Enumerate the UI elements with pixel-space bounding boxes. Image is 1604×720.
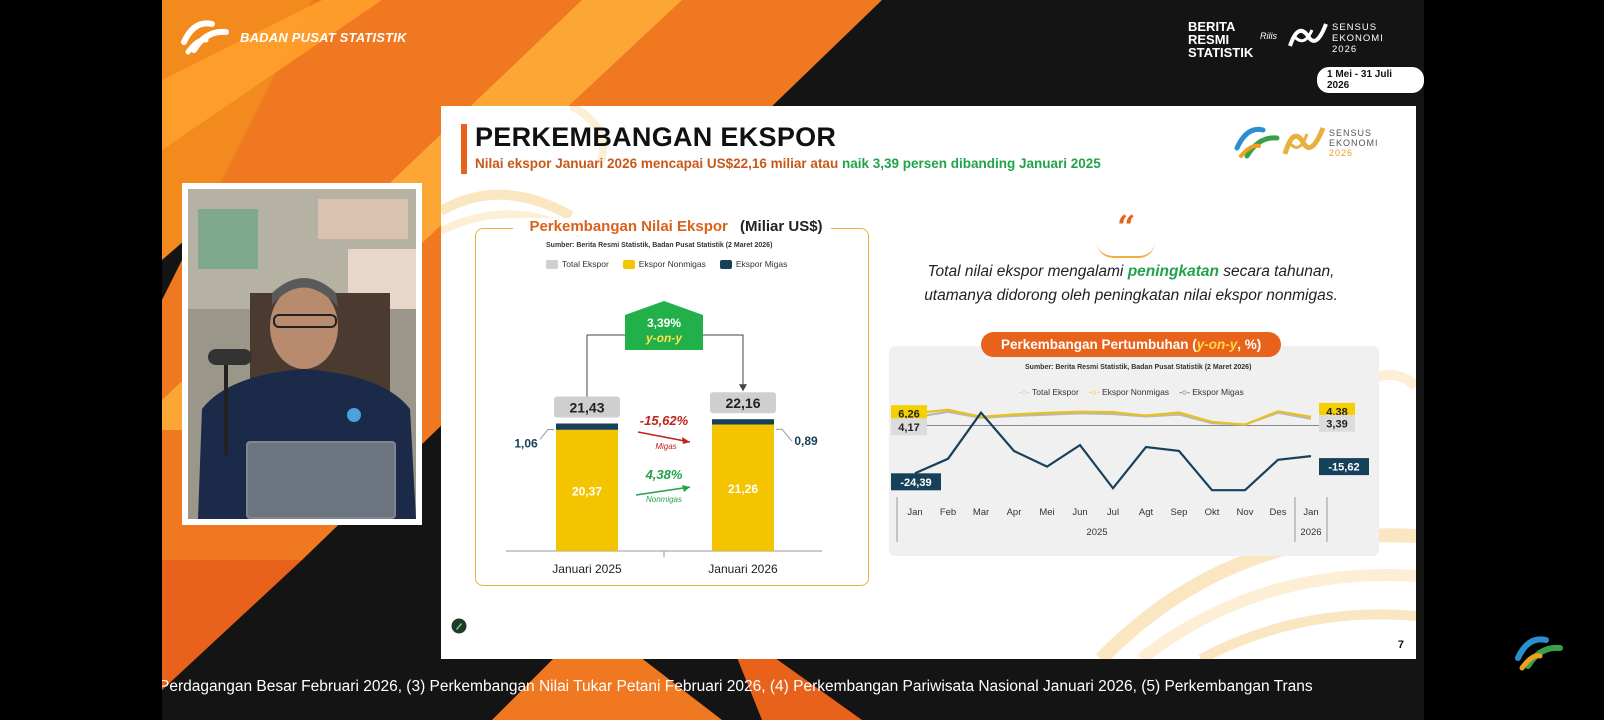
point-label-box	[1319, 414, 1355, 432]
series-line	[914, 408, 1312, 426]
yoy-value: 3,39%	[647, 316, 681, 330]
export-value-title: Perkembangan Nilai Ekspor (Miliar US$)	[476, 218, 868, 236]
census-date-badge: 1 Mei - 31 Juli 2026	[1317, 67, 1424, 93]
brs-logo: BERITA RESMI STATISTIK Rilis	[1188, 19, 1277, 60]
label-total: 21,43	[569, 399, 604, 415]
bar-legend: Total Ekspor Ekspor Nonmigas Ekspor Miga…	[546, 259, 787, 270]
presentation-slide: PERKEMBANGAN EKSPOR Nilai ekspor Januari…	[441, 106, 1416, 659]
point-label: 3,39	[1326, 418, 1347, 430]
yoy-label: y-on-y	[645, 331, 683, 345]
nonmigas-arrow	[635, 486, 691, 496]
ticker-text: Perdagangan Besar Februari 2026, (3) Per…	[162, 678, 1313, 695]
point-label: 4,17	[898, 422, 919, 434]
yoy-badge	[625, 301, 703, 350]
x-tick-label: Jan	[907, 507, 922, 518]
legend-nonmigas: -○- Ekspor Nonmigas	[1088, 387, 1170, 397]
label-total: 22,16	[725, 395, 760, 411]
x-tick-label: Jun	[1072, 507, 1087, 518]
page-number: 7	[1397, 639, 1404, 651]
org-name: BADAN PUSAT STATISTIK	[240, 30, 407, 45]
point-label-box	[1319, 458, 1369, 476]
nonmigas-change: 4,38%	[645, 467, 683, 482]
label-nonmigas: 20,37	[572, 484, 602, 498]
growth-title: Perkembangan Pertumbuhan (y-on-y, %)	[981, 332, 1282, 357]
nonmigas-arrow-head	[682, 485, 690, 492]
export-value-panel: Perkembangan Nilai Ekspor (Miliar US$) S…	[475, 218, 869, 586]
presenter-camera	[182, 183, 422, 525]
bar-migas	[712, 419, 774, 425]
bps-watermark-icon	[1515, 636, 1563, 671]
line-legend: -○- Total Ekspor -○- Ekspor Nonmigas -○-…	[1019, 387, 1244, 397]
migas-arrow	[637, 431, 691, 443]
x-tick-label: Januari 2025	[552, 562, 622, 576]
nonmigas-label: Nonmigas	[646, 495, 682, 504]
x-tick-label: Sep	[1171, 507, 1188, 518]
slide-subtitle: Nilai ekspor Januari 2026 mencapai US$22…	[475, 156, 1101, 171]
year-label: 2026	[1300, 527, 1321, 538]
migas-change: -15,62%	[640, 413, 689, 428]
year-label: 2025	[1086, 527, 1107, 538]
leader-line	[776, 428, 793, 442]
bar-migas	[556, 423, 618, 430]
growth-panel: Jan Feb Mar Apr Mei Jun Jul Agt Sep Okt Nov Des Jan 2…	[889, 332, 1379, 556]
x-tick-label: Agt	[1139, 507, 1154, 518]
bps-logo-icon	[1234, 126, 1280, 159]
slide-title: PERKEMBANGAN EKSPOR	[475, 122, 837, 152]
leader-line	[539, 428, 554, 440]
x-tick-label: Mar	[973, 507, 989, 518]
source-note: Sumber: Berita Resmi Statistik, Badan Pu…	[546, 242, 773, 249]
point-label: 6,26	[898, 409, 919, 421]
label-migas: 1,06	[514, 436, 538, 450]
news-ticker: Perdagangan Besar Februari 2026, (3) Per…	[162, 672, 1424, 720]
title-accent-bar	[461, 124, 467, 174]
sensus-ekonomi-logo-icon	[1282, 127, 1326, 155]
presenter-video	[188, 189, 416, 519]
bar-nonmigas	[556, 429, 618, 551]
point-label-box	[891, 418, 927, 436]
source-note: Sumber: Berita Resmi Statistik, Badan Pu…	[1025, 364, 1252, 371]
sensus-ekonomi-logo-icon	[1288, 23, 1328, 47]
export-value-chart: 20,37 21,43 Januari 2025 21,26 22,16 Januari …	[506, 301, 822, 576]
edit-icon[interactable]	[451, 618, 467, 634]
growth-chart: Jan Feb Mar Apr Mei Jun Jul Agt Sep Okt Nov Des Jan 2…	[891, 402, 1369, 542]
x-tick-label: Nov	[1237, 507, 1254, 518]
quote-text: Total nilai ekspor mengalami peningkatan…	[924, 263, 1338, 304]
legend-nonmigas: Ekspor Nonmigas	[622, 259, 706, 270]
total-badge	[554, 396, 620, 418]
legend-migas: Ekspor Migas	[719, 259, 787, 270]
migas-arrow-head	[682, 437, 690, 444]
point-label-box	[891, 473, 941, 491]
x-tick-label: Mei	[1039, 507, 1054, 518]
point-label-box	[891, 405, 927, 423]
legend-total: -○- Total Ekspor	[1019, 387, 1079, 397]
video-stage: BADAN PUSAT STATISTIK BERITA RESMI STATI…	[162, 0, 1424, 720]
quote-icon: “	[1117, 208, 1136, 246]
migas-label: Migas	[655, 442, 676, 451]
series-line	[914, 410, 1312, 492]
bps-logo-icon	[181, 20, 229, 55]
legend-migas: -○- Ekspor Migas	[1179, 387, 1244, 397]
sensus-ekonomi-label: SENSUS EKONOMI 2026	[1329, 128, 1379, 158]
legend-total: Total Ekspor	[546, 259, 609, 270]
label-nonmigas: 21,26	[728, 482, 758, 496]
smile-decoration	[1097, 242, 1155, 258]
x-tick-label: Apr	[1007, 507, 1022, 518]
x-tick-label: Okt	[1205, 507, 1220, 518]
bar-nonmigas	[712, 424, 774, 551]
arrow-head	[739, 384, 747, 392]
x-tick-label: Des	[1270, 507, 1287, 518]
point-label: -24,39	[900, 477, 931, 489]
x-tick-label: Januari 2026	[708, 562, 778, 576]
point-label: -15,62	[1328, 462, 1359, 474]
sensus-ekonomi-label: SENSUS EKONOMI 2026	[1332, 22, 1384, 55]
x-tick-label: Jan	[1303, 507, 1318, 518]
label-migas: 0,89	[794, 434, 818, 448]
presenter-image	[188, 189, 416, 519]
x-tick-label: Feb	[940, 507, 956, 518]
x-tick-label: Jul	[1107, 507, 1119, 518]
total-badge	[710, 392, 776, 414]
